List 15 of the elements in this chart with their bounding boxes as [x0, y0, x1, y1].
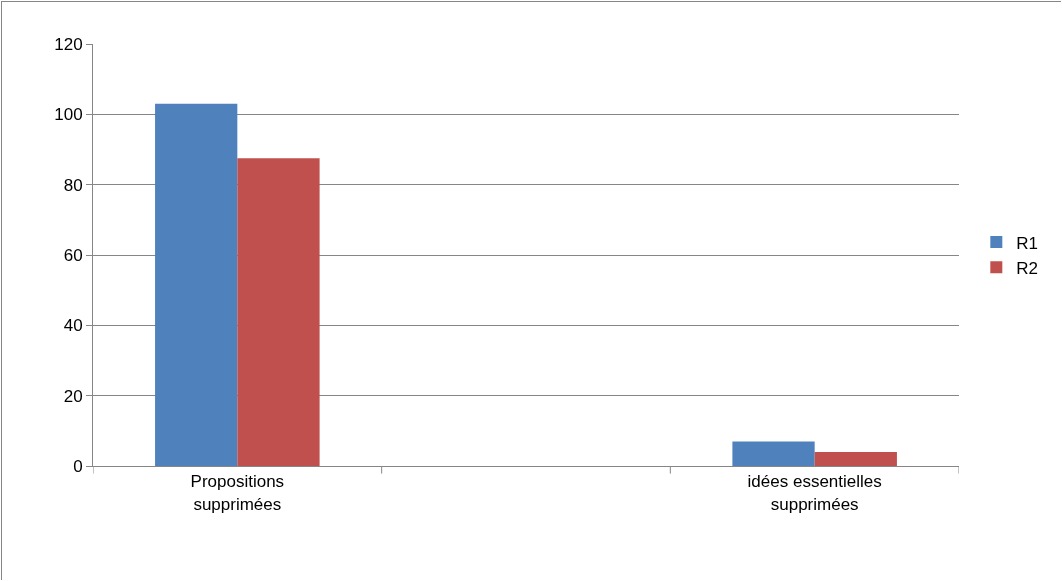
legend-label: R2 [1016, 258, 1039, 278]
bar [814, 451, 897, 466]
x-tick-label: idées essentielles supprimées [747, 472, 882, 514]
y-tick-label: 60 [63, 245, 83, 265]
bar [732, 441, 815, 466]
x-tick-label: Propositions supprimées [190, 472, 285, 514]
legend-label: R1 [1016, 233, 1039, 253]
y-tick-label: 0 [73, 456, 83, 476]
y-tick-label: 40 [63, 316, 83, 336]
bar [155, 103, 238, 466]
bar [237, 158, 320, 466]
y-tick-label: 80 [63, 175, 83, 195]
y-tick-label: 20 [63, 386, 83, 406]
y-tick-label: 100 [54, 105, 83, 125]
y-tick-label: 120 [54, 34, 83, 54]
